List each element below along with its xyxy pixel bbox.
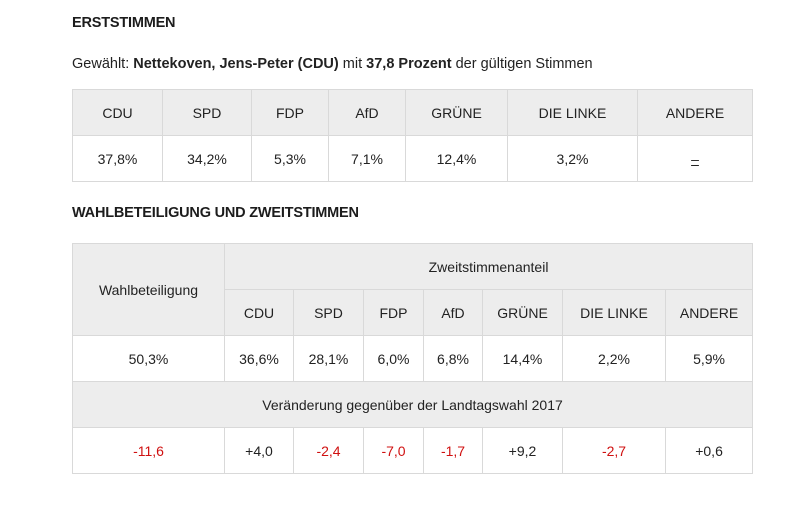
elected-name: Nettekoven, Jens-Peter (CDU) — [133, 56, 339, 72]
table-header-row: Veränderung gegenüber der Landtagswahl 2… — [71, 381, 754, 428]
party-header-andere: ANDERE — [664, 289, 754, 336]
table-row: 50,3% 36,6% 28,1% 6,0% 6,8% 14,4% 2,2% 5… — [72, 335, 754, 382]
value-fdp: 6,0% — [363, 335, 424, 382]
change-andere: +0,6 — [664, 427, 754, 474]
change-header: Veränderung gegenüber der Landtagswahl 2… — [71, 381, 754, 428]
party-header-linke: DIE LINKE — [562, 289, 666, 336]
value-spd: 28,1% — [293, 335, 364, 382]
value-fdp: 5,3% — [251, 135, 329, 182]
value-gruene: 12,4% — [405, 135, 508, 182]
value-spd: 34,2% — [162, 135, 252, 182]
value-gruene: 14,4% — [482, 335, 563, 382]
table-row: 37,8% 34,2% 5,3% 7,1% 12,4% 3,2% – — [72, 135, 753, 182]
party-header-spd: SPD — [162, 89, 252, 136]
party-header-gruene: GRÜNE — [482, 289, 563, 336]
party-header-linke: DIE LINKE — [507, 89, 638, 136]
table-header-row: Wahlbeteiligung Zweitstimmenanteil — [72, 243, 754, 336]
change-afd: -1,7 — [423, 427, 483, 474]
turnout-value: 50,3% — [72, 335, 225, 382]
party-header-cdu: CDU — [72, 89, 163, 136]
party-header-spd: SPD — [293, 289, 364, 336]
party-header-afd: AfD — [328, 89, 406, 136]
change-spd: -2,4 — [293, 427, 364, 474]
elected-percent: 37,8 Prozent — [366, 56, 452, 72]
elected-suffix: der gültigen Stimmen — [455, 56, 593, 72]
party-header-cdu: CDU — [224, 289, 294, 336]
value-afd: 6,8% — [423, 335, 483, 382]
party-header-afd: AfD — [423, 289, 483, 336]
value-linke: 2,2% — [562, 335, 666, 382]
table-header-row: CDU SPD FDP AfD GRÜNE DIE LINKE ANDERE — [73, 289, 754, 336]
value-andere-dash: – — [691, 150, 699, 167]
value-afd: 7,1% — [328, 135, 406, 182]
elected-candidate-line: Gewählt: Nettekoven, Jens-Peter (CDU) mi… — [72, 56, 593, 72]
party-header-gruene: GRÜNE — [405, 89, 508, 136]
table-row: -11,6 +4,0 -2,4 -7,0 -1,7 +9,2 -2,7 +0,6 — [72, 427, 754, 474]
elected-prefix: Gewählt: — [72, 56, 130, 72]
value-linke: 3,2% — [507, 135, 638, 182]
change-gruene: +9,2 — [482, 427, 563, 474]
party-header-andere: ANDERE — [637, 89, 753, 136]
erststimmen-table: CDU SPD FDP AfD GRÜNE DIE LINKE ANDERE 3… — [72, 89, 753, 182]
erststimmen-heading: ERSTSTIMMEN — [72, 15, 176, 31]
zweitstimmen-heading: WAHLBETEILIGUNG UND ZWEITSTIMMEN — [72, 205, 359, 221]
change-linke: -2,7 — [562, 427, 666, 474]
value-cdu: 36,6% — [224, 335, 294, 382]
change-fdp: -7,0 — [363, 427, 424, 474]
zweitstimmen-table: Wahlbeteiligung Zweitstimmenanteil CDU S… — [71, 243, 754, 474]
table-header-row: CDU SPD FDP AfD GRÜNE DIE LINKE ANDERE — [72, 89, 753, 136]
party-header-fdp: FDP — [363, 289, 424, 336]
change-cdu: +4,0 — [224, 427, 294, 474]
party-header-fdp: FDP — [251, 89, 329, 136]
turnout-change: -11,6 — [72, 427, 225, 474]
elected-mid: mit — [342, 56, 363, 72]
value-cdu: 37,8% — [72, 135, 163, 182]
value-andere: – — [637, 135, 753, 182]
value-andere: 5,9% — [664, 335, 754, 382]
share-header: Zweitstimmenanteil — [223, 243, 754, 290]
turnout-header: Wahlbeteiligung — [72, 243, 225, 336]
